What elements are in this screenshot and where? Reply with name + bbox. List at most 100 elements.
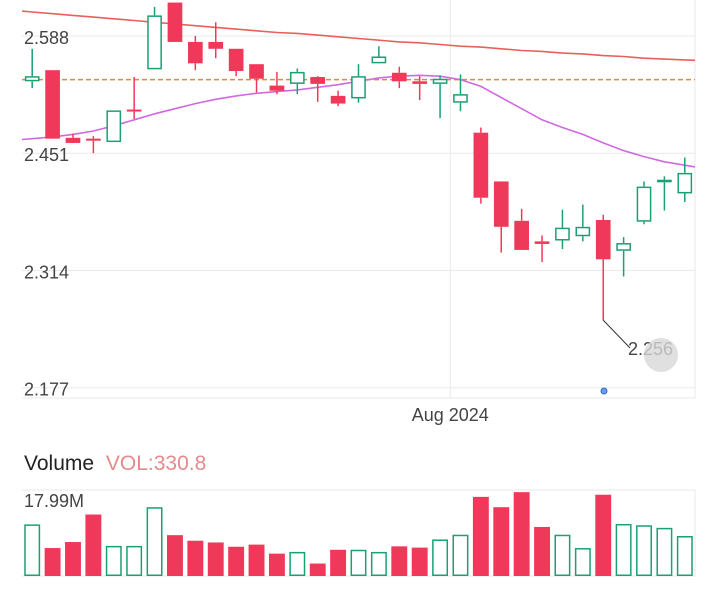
- y-tick-label: 2.177: [24, 380, 69, 400]
- candle-body: [228, 48, 244, 72]
- volume-bar: [24, 524, 41, 576]
- volume-bar: [330, 549, 347, 576]
- candle-body: [289, 71, 305, 84]
- volume-bar: [676, 536, 693, 576]
- price-chart: 2.588 2.451 2.314 2.177 Aug 2024 2.256: [21, 0, 696, 425]
- x-tick-label: Aug 2024: [412, 405, 489, 425]
- candle: [534, 235, 550, 262]
- candle-body: [65, 137, 81, 143]
- volume-bar: [187, 540, 204, 576]
- volume-bar: [574, 548, 591, 576]
- candle: [493, 181, 509, 253]
- volume-bar: [85, 514, 102, 576]
- price-grid: [22, 0, 696, 399]
- drag-handle-icon: [644, 338, 678, 372]
- volume-bar: [350, 549, 367, 576]
- candle: [228, 48, 244, 77]
- candle: [188, 35, 203, 71]
- volume-bar: [391, 546, 408, 576]
- candle-body: [636, 186, 652, 222]
- candle: [24, 48, 40, 89]
- candle: [657, 176, 672, 211]
- y-tick-label: 2.451: [24, 145, 69, 165]
- candle: [65, 133, 81, 143]
- candle: [473, 127, 489, 204]
- y-tick-label: 2.314: [24, 262, 69, 282]
- candle-body: [657, 179, 672, 183]
- candle: [575, 204, 591, 242]
- volume-bar: [615, 523, 632, 576]
- candle: [310, 76, 326, 102]
- candle-body: [555, 227, 570, 241]
- candle-body: [412, 81, 428, 84]
- candle-body: [249, 64, 264, 79]
- y-tick-label: 2.588: [24, 28, 69, 48]
- candle-body: [45, 70, 60, 139]
- candle-body: [534, 241, 550, 244]
- candle-body: [432, 78, 448, 84]
- candle: [167, 2, 183, 42]
- volume-bar: [411, 547, 428, 576]
- candle-body: [677, 172, 693, 194]
- marker-dot-icon: [600, 387, 608, 395]
- volume-max-label: 17.99M: [24, 491, 84, 511]
- volume-bar: [656, 527, 673, 576]
- volume-bar: [370, 551, 387, 576]
- volume-bar: [452, 534, 469, 576]
- volume-title: Volume: [24, 452, 95, 475]
- volume-chart: 17.99M: [22, 489, 696, 577]
- candle: [126, 77, 142, 119]
- candle: [412, 76, 428, 101]
- candle: [351, 64, 366, 103]
- candle-body: [330, 95, 346, 104]
- candle-body: [514, 220, 529, 250]
- candle: [106, 110, 122, 143]
- volume-labels: 17.99M: [24, 491, 84, 511]
- volume-bar: [513, 492, 530, 576]
- candle-body: [453, 94, 468, 103]
- candle: [147, 6, 162, 70]
- candle: [86, 136, 101, 154]
- candle-body: [391, 72, 407, 82]
- volume-bar: [228, 546, 245, 576]
- candle-body: [575, 226, 591, 237]
- candle: [555, 209, 570, 250]
- candle: [453, 74, 468, 112]
- volume-bar: [493, 507, 510, 576]
- volume-value: VOL:330.8: [105, 452, 207, 475]
- volume-bar: [44, 548, 61, 576]
- volume-bar: [126, 545, 143, 577]
- volume-bar: [534, 526, 550, 576]
- candles: [24, 2, 693, 321]
- price-y-axis: 2.588 2.451 2.314 2.177: [24, 28, 69, 400]
- volume-bar: [268, 553, 285, 576]
- candle-body: [595, 219, 611, 260]
- candle-body: [616, 243, 631, 251]
- annotations: 2.256: [600, 319, 678, 395]
- candle-body: [106, 110, 122, 143]
- candle: [677, 157, 693, 202]
- candle: [636, 181, 652, 225]
- candle: [269, 71, 285, 95]
- low-callout-line: [602, 319, 631, 349]
- candle-body: [493, 181, 509, 227]
- candle: [391, 66, 407, 89]
- volume-bar: [554, 534, 571, 576]
- candle: [616, 237, 631, 277]
- candle: [595, 214, 611, 321]
- candle-body: [147, 15, 162, 70]
- candle-body: [351, 76, 366, 99]
- volume-bar: [167, 535, 183, 576]
- candle: [249, 64, 264, 93]
- candle-body: [24, 76, 40, 82]
- volume-bar: [472, 496, 489, 576]
- candle: [432, 75, 448, 119]
- price-x-axis: Aug 2024: [412, 405, 489, 425]
- volume-bar: [432, 539, 449, 576]
- volume-bar: [309, 563, 326, 576]
- volume-bar: [207, 542, 224, 576]
- candle: [330, 90, 346, 107]
- candle: [208, 22, 224, 59]
- candle: [371, 46, 387, 64]
- candle-body: [86, 138, 101, 141]
